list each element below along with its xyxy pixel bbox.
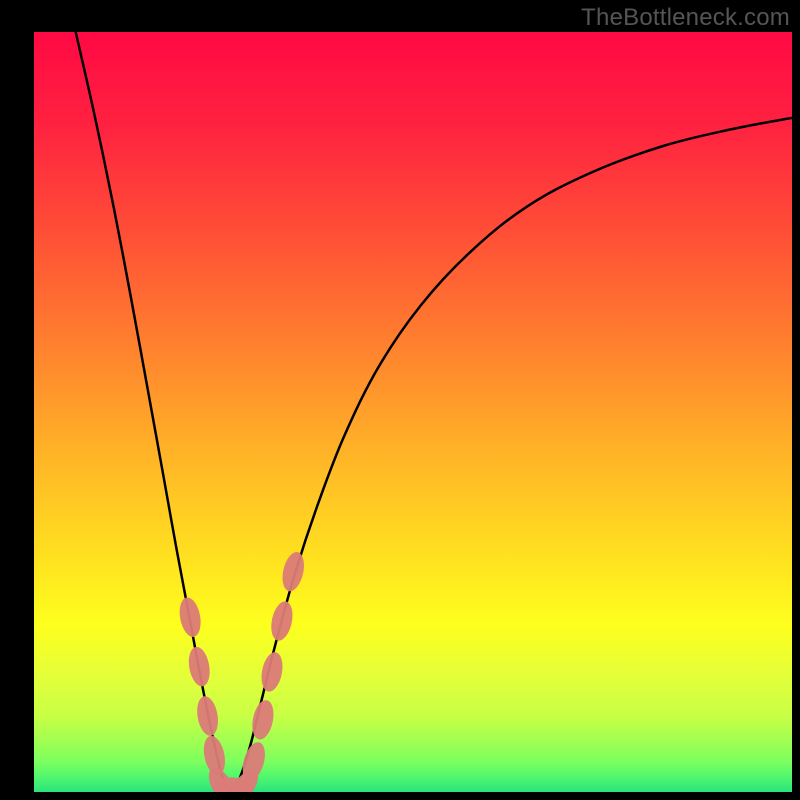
- gradient-background: [34, 32, 792, 792]
- plot-area: [34, 32, 792, 792]
- chart-svg: [34, 32, 792, 792]
- chart-container: TheBottleneck.com: [0, 0, 800, 800]
- watermark-text: TheBottleneck.com: [581, 4, 790, 32]
